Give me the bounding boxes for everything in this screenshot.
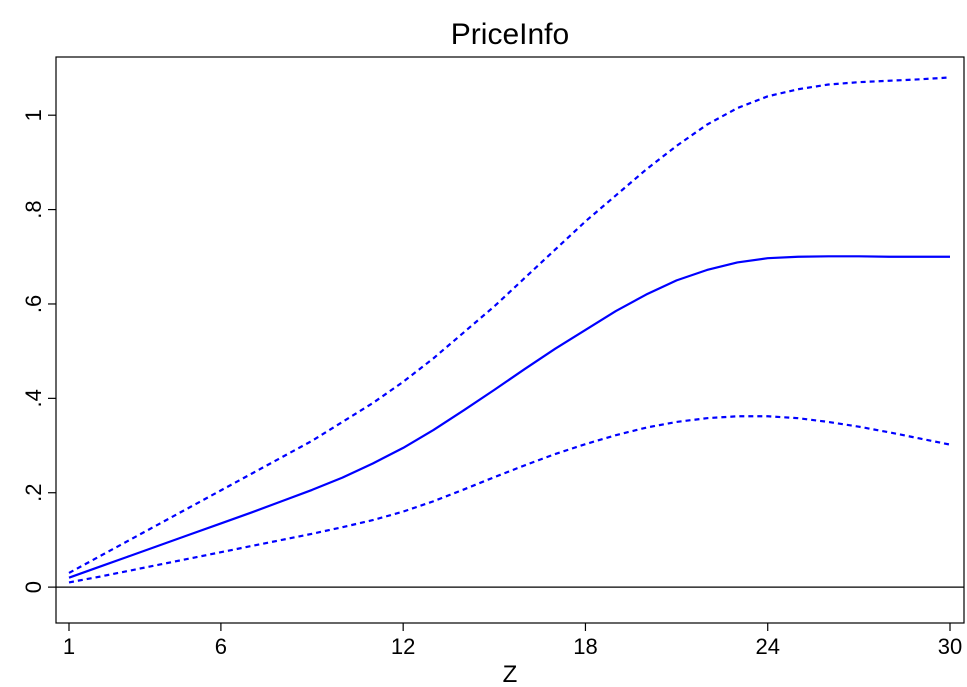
y-axis: 0 .2 .4 .6 .8 1: [21, 109, 56, 593]
x-axis: 1 6 12 18 24 30: [63, 623, 962, 659]
y-tick-label: 0: [21, 581, 46, 593]
x-tick-label: 18: [573, 634, 597, 659]
lower-bound-line: [68, 415, 951, 584]
x-tick-label: 6: [215, 634, 227, 659]
y-tick-label: .8: [21, 200, 46, 218]
x-tick-label: 12: [391, 634, 415, 659]
x-tick-label: 30: [938, 634, 962, 659]
y-tick-label: .4: [21, 389, 46, 407]
x-tick-label: 1: [63, 634, 75, 659]
x-tick-label: 24: [755, 634, 779, 659]
y-tick-label: .6: [21, 295, 46, 313]
x-axis-label: Z: [503, 661, 518, 687]
series-layer: [68, 76, 951, 584]
y-tick-label: 1: [21, 109, 46, 121]
y-tick-label: .2: [21, 484, 46, 502]
plot-area: [55, 56, 965, 624]
chart-title: PriceInfo: [451, 18, 569, 51]
upper-bound-line: [68, 76, 951, 574]
estimate-line: [68, 255, 950, 579]
